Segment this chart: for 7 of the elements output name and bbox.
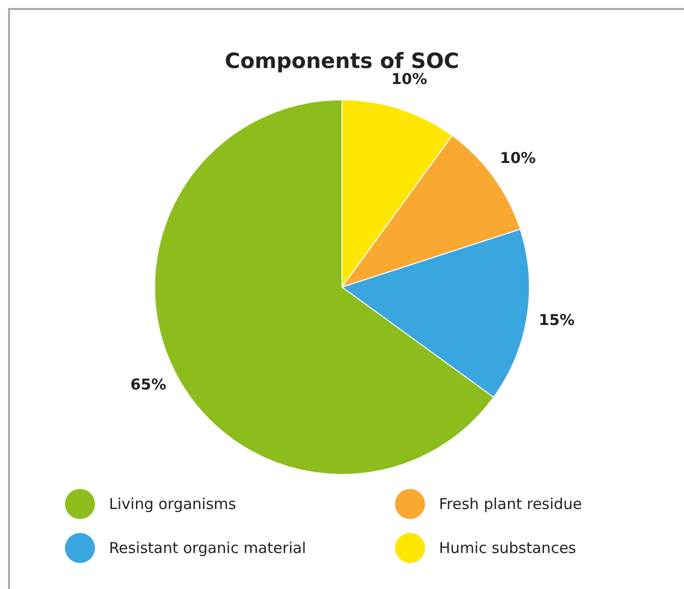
- legend-label: Resistant organic material: [109, 539, 306, 557]
- legend-label: Living organisms: [109, 495, 236, 513]
- data-label: 65%: [130, 376, 166, 394]
- data-label: 15%: [538, 311, 575, 329]
- data-label: 10%: [500, 149, 536, 168]
- legend-label: Humic substances: [439, 539, 576, 557]
- legend-label: Fresh plant residue: [439, 495, 582, 513]
